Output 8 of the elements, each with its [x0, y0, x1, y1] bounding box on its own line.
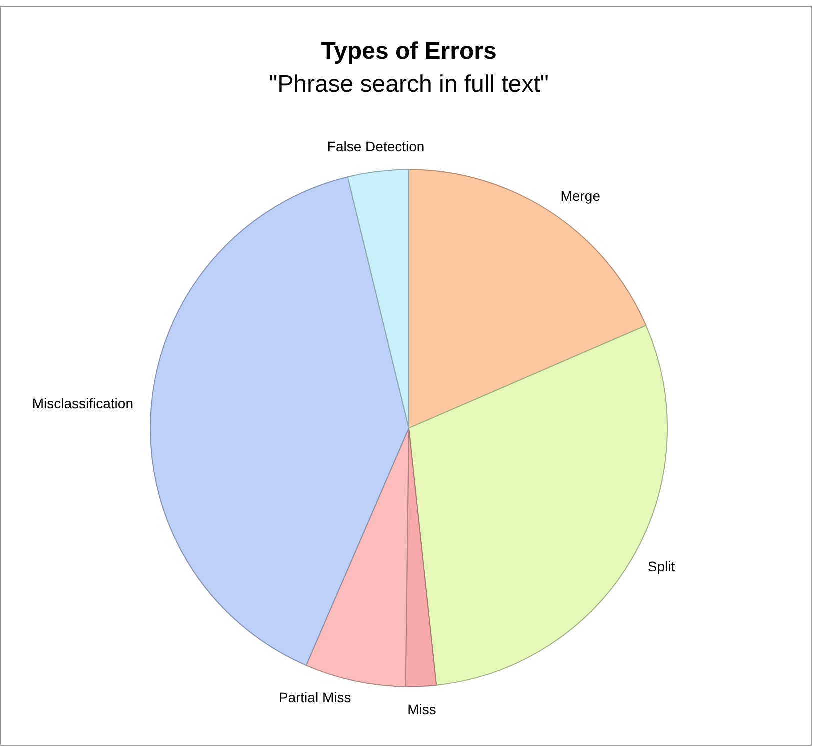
- chart-subtitle: "Phrase search in full text": [269, 70, 549, 98]
- slice-label: Misclassification: [32, 396, 134, 412]
- slice-label: Split: [648, 558, 676, 574]
- slice-label: Miss: [408, 701, 436, 718]
- slice-label: Partial Miss: [278, 690, 352, 706]
- chart-title: Types of Errors: [321, 38, 497, 66]
- slice-label: False Detection: [327, 138, 425, 155]
- slice-label: Merge: [560, 188, 601, 204]
